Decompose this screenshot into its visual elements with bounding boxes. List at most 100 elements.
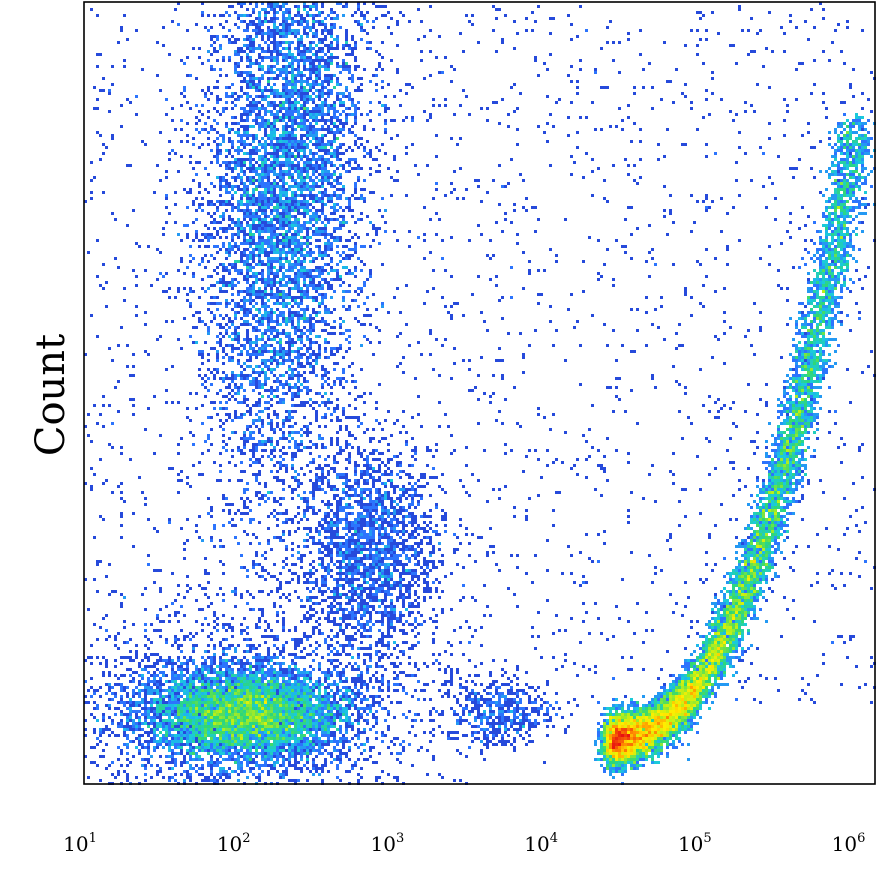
density-point-3208 bbox=[261, 230, 264, 233]
density-point-4116 bbox=[300, 287, 303, 290]
density-point-345 bbox=[390, 32, 393, 35]
density-point-3082 bbox=[315, 221, 318, 224]
density-point-1713 bbox=[186, 140, 189, 143]
density-point-3312 bbox=[261, 236, 264, 239]
density-point-2118 bbox=[237, 164, 240, 167]
density-point-3160 bbox=[252, 227, 255, 230]
density-point-4905 bbox=[621, 344, 624, 347]
density-point-184 bbox=[267, 20, 270, 23]
density-point-1777 bbox=[285, 143, 288, 146]
density-point-2210 bbox=[792, 167, 795, 170]
density-point-2549 bbox=[846, 188, 849, 191]
density-point-2394 bbox=[474, 179, 477, 182]
density-point-1532 bbox=[228, 128, 231, 131]
density-point-628 bbox=[240, 59, 243, 62]
density-point-561 bbox=[234, 53, 237, 56]
density-point-1692 bbox=[357, 137, 360, 140]
density-point-312 bbox=[639, 29, 642, 32]
density-point-3182 bbox=[333, 227, 336, 230]
density-point-315 bbox=[705, 29, 708, 32]
density-point-625 bbox=[216, 59, 219, 62]
density-point-2167 bbox=[861, 164, 864, 167]
density-point-358 bbox=[231, 35, 234, 38]
density-point-3844 bbox=[324, 269, 327, 272]
density-point-2950 bbox=[789, 212, 792, 215]
density-point-2417 bbox=[249, 182, 252, 185]
density-point-4306 bbox=[807, 299, 810, 302]
density-point-1662 bbox=[864, 134, 867, 137]
density-point-458 bbox=[273, 44, 276, 47]
density-point-3882 bbox=[270, 272, 273, 275]
density-point-613 bbox=[327, 56, 330, 59]
density-point-223 bbox=[273, 23, 276, 26]
density-point-380 bbox=[438, 35, 441, 38]
density-point-4918 bbox=[825, 344, 828, 347]
density-point-2415 bbox=[240, 182, 243, 185]
density-point-1878 bbox=[258, 149, 261, 152]
density-point-1202 bbox=[399, 104, 402, 107]
density-point-569 bbox=[285, 53, 288, 56]
density-point-78 bbox=[201, 11, 204, 14]
density-point-2827 bbox=[276, 206, 279, 209]
density-point-4787 bbox=[306, 335, 309, 338]
density-point-1599 bbox=[330, 131, 333, 134]
density-point-3977 bbox=[297, 278, 300, 281]
density-point-214 bbox=[195, 23, 198, 26]
density-point-2403 bbox=[837, 179, 840, 182]
density-point-800 bbox=[189, 74, 192, 77]
density-point-1568 bbox=[639, 128, 642, 131]
density-point-2689 bbox=[432, 197, 435, 200]
density-point-2446 bbox=[831, 182, 834, 185]
density-point-1445 bbox=[258, 122, 261, 125]
density-point-3408 bbox=[258, 242, 261, 245]
density-point-3560 bbox=[264, 251, 267, 254]
density-point-746 bbox=[309, 68, 312, 71]
density-point-852 bbox=[327, 77, 330, 80]
density-point-1198 bbox=[351, 104, 354, 107]
density-point-2033 bbox=[312, 158, 315, 161]
density-point-4709 bbox=[345, 329, 348, 332]
density-point-4367 bbox=[240, 305, 243, 308]
density-point-4506 bbox=[363, 314, 366, 317]
density-point-3454 bbox=[231, 245, 234, 248]
density-point-1672 bbox=[255, 137, 258, 140]
density-point-2194 bbox=[312, 167, 315, 170]
density-point-4666 bbox=[291, 326, 294, 329]
density-point-1357 bbox=[279, 116, 282, 119]
density-point-1039 bbox=[405, 92, 408, 95]
density-point-3657 bbox=[291, 257, 294, 260]
density-point-98 bbox=[366, 11, 369, 14]
density-point-1410 bbox=[315, 119, 318, 122]
density-point-231 bbox=[306, 23, 309, 26]
density-point-4263 bbox=[393, 296, 396, 299]
density-point-3686 bbox=[852, 257, 855, 260]
density-point-3000 bbox=[843, 215, 846, 218]
density-point-3039 bbox=[429, 218, 432, 221]
density-point-4309 bbox=[819, 299, 822, 302]
density-point-95 bbox=[333, 11, 336, 14]
density-point-817 bbox=[309, 74, 312, 77]
density-point-3356 bbox=[261, 239, 264, 242]
density-point-3382 bbox=[489, 239, 492, 242]
density-point-1149 bbox=[324, 101, 327, 104]
density-point-786 bbox=[312, 71, 315, 74]
density-point-1709 bbox=[870, 137, 873, 140]
density-point-3309 bbox=[249, 236, 252, 239]
density-point-1311 bbox=[273, 113, 276, 116]
density-point-3530 bbox=[354, 248, 357, 251]
density-point-2019 bbox=[249, 158, 252, 161]
density-point-4426 bbox=[810, 308, 813, 311]
density-point-157 bbox=[291, 17, 294, 20]
density-point-3354 bbox=[252, 239, 255, 242]
density-point-2186 bbox=[288, 167, 291, 170]
density-point-811 bbox=[285, 74, 288, 77]
density-point-3422 bbox=[300, 242, 303, 245]
density-point-696 bbox=[237, 65, 240, 68]
density-point-3378 bbox=[396, 239, 399, 242]
density-point-3420 bbox=[294, 242, 297, 245]
density-point-1902 bbox=[834, 149, 837, 152]
density-point-2752 bbox=[828, 200, 831, 203]
density-point-1949 bbox=[384, 152, 387, 155]
density-point-4009 bbox=[228, 281, 231, 284]
density-point-1687 bbox=[315, 137, 318, 140]
